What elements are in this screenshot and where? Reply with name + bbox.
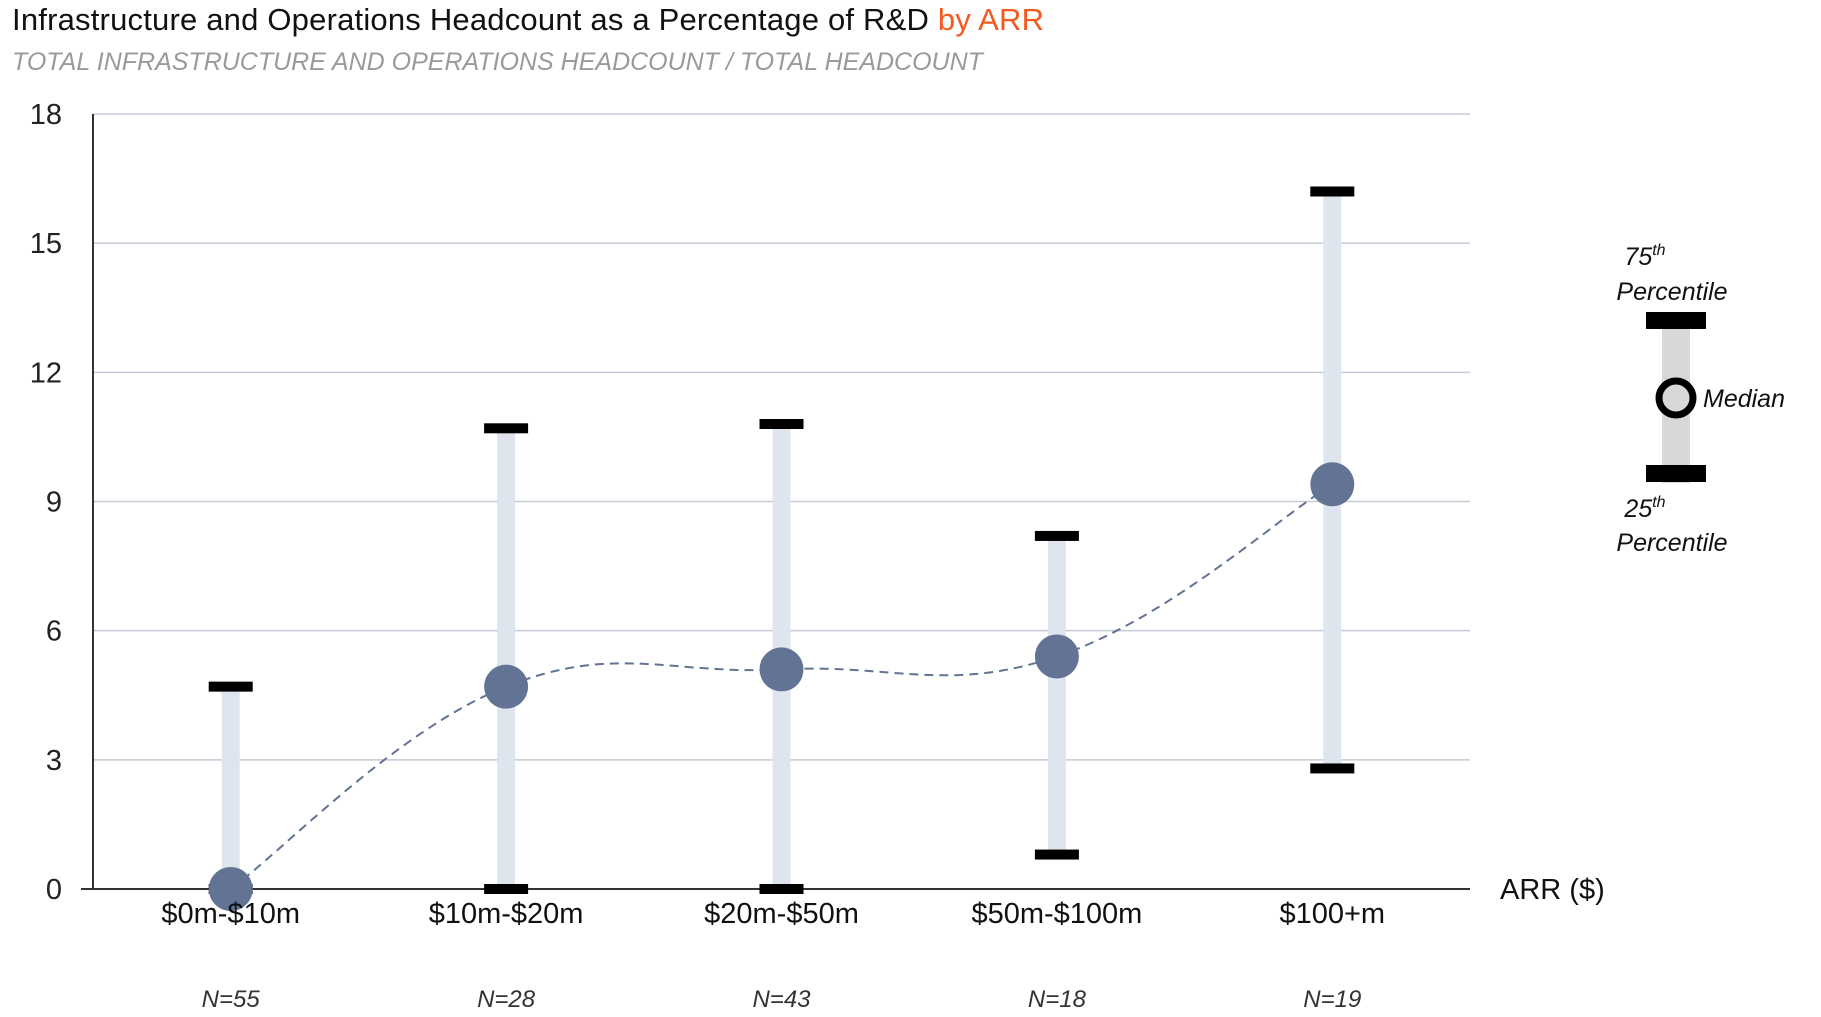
sample-size-label: N=55 bbox=[202, 986, 261, 1013]
median-dots bbox=[208, 462, 1355, 911]
p75-whisker bbox=[484, 423, 529, 434]
legend-p75-label: 75th bbox=[1624, 242, 1665, 271]
y-tick-label: 0 bbox=[46, 874, 62, 906]
range-bar bbox=[497, 428, 516, 889]
legend-p75-suffix: th bbox=[1652, 242, 1665, 259]
range-bars bbox=[208, 186, 1355, 894]
category-labels: $0m-$10m N=55 $10m-$20m N=28 $20m-$50m N=43 $5… bbox=[161, 898, 1385, 1013]
sample-size-label: N=43 bbox=[752, 986, 811, 1013]
y-tick-label: 15 bbox=[30, 228, 62, 260]
y-tick-label: 6 bbox=[46, 616, 62, 648]
median-dot bbox=[208, 867, 253, 911]
legend-p25-number: 25 bbox=[1623, 495, 1652, 523]
y-tick-label: 9 bbox=[46, 487, 62, 519]
y-tick-label: 3 bbox=[46, 745, 62, 777]
legend-median-marker bbox=[1655, 377, 1697, 419]
gridlines bbox=[93, 113, 1470, 761]
p25-whisker bbox=[759, 884, 804, 894]
legend-p75-number: 75 bbox=[1624, 243, 1652, 271]
p25-whisker bbox=[484, 884, 529, 894]
legend-p75-word: Percentile bbox=[1616, 278, 1727, 306]
range-bar bbox=[1047, 535, 1066, 855]
category-label: $0m-$10m bbox=[161, 898, 300, 930]
median-dot bbox=[1034, 634, 1079, 679]
p25-whisker bbox=[1310, 763, 1355, 774]
category-label: $10m-$20m bbox=[429, 898, 584, 930]
p75-whisker bbox=[208, 681, 253, 692]
legend-median-label: Median bbox=[1703, 385, 1785, 413]
category-label: $50m-$100m bbox=[971, 898, 1142, 930]
sample-size-label: N=19 bbox=[1303, 986, 1361, 1013]
p25-whisker bbox=[1034, 849, 1079, 860]
sample-size-label: N=18 bbox=[1028, 986, 1087, 1013]
x-axis-label: ARR ($) bbox=[1500, 874, 1605, 906]
p75-whisker bbox=[759, 419, 804, 429]
p75-whisker bbox=[1310, 186, 1355, 197]
legend-p25-suffix: th bbox=[1652, 494, 1665, 511]
chart-subtitle: TOTAL INFRASTRUCTURE AND OPERATIONS HEAD… bbox=[12, 48, 983, 76]
median-dot bbox=[759, 647, 804, 692]
y-tick-labels: 0 3 6 9 12 15 18 bbox=[30, 99, 62, 906]
y-tick-label: 12 bbox=[30, 357, 62, 389]
legend-p25-word: Percentile bbox=[1616, 529, 1727, 557]
sample-size-label: N=28 bbox=[477, 986, 536, 1013]
p75-whisker bbox=[1034, 530, 1079, 541]
chart-title-accent: by ARR bbox=[937, 2, 1045, 37]
range-bar bbox=[221, 686, 240, 889]
median-dot bbox=[484, 664, 529, 709]
category-label: $100+m bbox=[1279, 898, 1385, 930]
chart-title: Infrastructure and Operations Headcount … bbox=[12, 2, 1044, 38]
median-dot bbox=[1310, 462, 1355, 507]
chart-title-main: Infrastructure and Operations Headcount … bbox=[12, 2, 930, 37]
legend-p25-whisker bbox=[1646, 465, 1706, 482]
legend-p25-label: 25th bbox=[1623, 494, 1665, 523]
legend-p75-whisker bbox=[1646, 312, 1706, 329]
legend: 75th Percentile Median 25th Percentile bbox=[1616, 242, 1785, 557]
y-tick-label: 18 bbox=[30, 99, 62, 131]
category-label: $20m-$50m bbox=[704, 898, 859, 930]
